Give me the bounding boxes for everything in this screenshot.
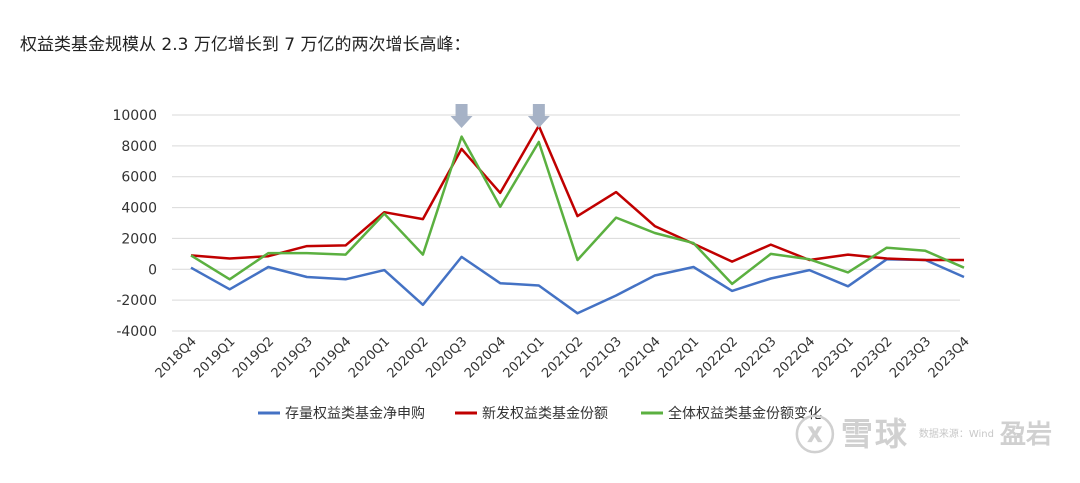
series-line-2	[190, 124, 964, 263]
y-tick-label: 8000	[121, 139, 157, 155]
x-tick-label: 2018Q4	[153, 334, 200, 381]
x-tick-labels: 2018Q42019Q12019Q22019Q32019Q42020Q12020…	[153, 334, 973, 381]
x-tick-label: 2023Q2	[848, 334, 895, 381]
y-tick-label: 10000	[112, 108, 157, 124]
x-tick-label: 2019Q1	[191, 334, 238, 381]
legend: 存量权益类基金净申购 新发权益类基金份额 全体权益类基金份额变化	[258, 405, 822, 422]
x-tick-label: 2021Q2	[539, 334, 586, 381]
x-tick-label: 2023Q4	[926, 334, 973, 381]
x-tick-label: 2019Q2	[230, 334, 277, 381]
x-tick-label: 2020Q2	[385, 334, 432, 381]
legend-label: 存量权益类基金净申购	[285, 405, 425, 422]
y-tick-label: 6000	[121, 170, 157, 186]
y-tick-labels: 10000 8000 6000 4000 2000 0 -2000 -4000	[112, 108, 157, 340]
watermark-brand: 雪球	[840, 415, 909, 453]
highlight-arrows	[450, 104, 550, 128]
y-tick-label: 2000	[121, 231, 157, 247]
x-tick-label: 2022Q3	[732, 334, 779, 381]
series-line-3	[190, 135, 965, 286]
y-tick-label: 0	[148, 262, 157, 278]
down-arrow-icon	[527, 104, 550, 128]
series-lines	[190, 124, 965, 315]
x-tick-label: 2022Q2	[694, 334, 741, 381]
watermark-author: 盈岩	[999, 419, 1052, 450]
x-tick-label: 2022Q1	[655, 334, 702, 381]
x-tick-label: 2023Q3	[887, 334, 934, 381]
x-tick-label: 2020Q3	[423, 334, 470, 381]
y-tick-label: -4000	[116, 324, 157, 340]
x-tick-label: 2020Q4	[462, 334, 509, 381]
x-tick-label: 2022Q4	[771, 334, 818, 381]
legend-label: 新发权益类基金份额	[482, 405, 608, 422]
x-tick-label: 2023Q1	[810, 334, 857, 381]
xueqiu-logo-icon: ⓧ	[794, 413, 835, 459]
page-heading: 权益类基金规模从 2.3 万亿增长到 7 万亿的两次增长高峰：	[20, 35, 471, 55]
watermark-source: 数据来源：Wind	[918, 428, 994, 440]
x-tick-label: 2021Q1	[501, 334, 548, 381]
x-tick-label: 2021Q3	[578, 334, 625, 381]
legend-label: 全体权益类基金份额变化	[668, 405, 822, 422]
x-tick-label: 2019Q3	[269, 334, 316, 381]
x-tick-label: 2021Q4	[617, 334, 664, 381]
down-arrow-icon	[450, 104, 473, 128]
x-tick-label: 2020Q1	[346, 334, 393, 381]
y-tick-label: -2000	[116, 293, 157, 309]
x-tick-label: 2019Q4	[307, 334, 354, 381]
watermark: ⓧ 雪球 数据来源：Wind 盈岩	[795, 403, 1052, 461]
y-tick-label: 4000	[121, 201, 157, 217]
series-line-1	[190, 255, 965, 315]
grid-lines	[172, 114, 960, 332]
